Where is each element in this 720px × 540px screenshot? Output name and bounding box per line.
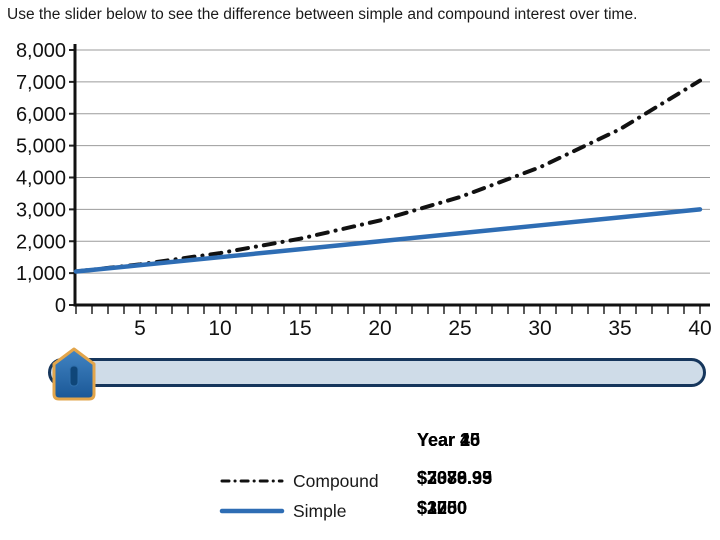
x-tick-label: 20	[368, 317, 391, 340]
interest-chart: 0 1,000 2,000 3,000 4,000 5,000 6,000 7,000 8,00…	[16, 40, 712, 340]
compound-line-icon	[220, 479, 284, 483]
x-tick-label: 30	[528, 317, 551, 340]
readout-value-layer: $1750	[417, 498, 468, 518]
page-title: Use the slider below to see the differen…	[7, 6, 638, 23]
y-tick-label: 4,000	[16, 168, 66, 190]
legend-item-simple: Simple	[219, 498, 347, 524]
compound-value-readout: $2078.93 $3386.35 $7039.99	[417, 468, 547, 494]
slider-thumb[interactable]	[51, 346, 97, 402]
readout-value-layer: Year 25	[417, 430, 481, 450]
legend-label-compound: Compound	[293, 470, 379, 491]
x-tick-label: 10	[208, 317, 231, 340]
x-tick-label: 5	[134, 317, 146, 340]
year-readout: Year 15 Year 25 Year 40	[417, 430, 547, 456]
x-tick-label: 40	[688, 317, 711, 340]
readout-value-layer: Year 40	[417, 430, 481, 450]
series-simple-line	[73, 207, 703, 274]
y-tick-label: 1,000	[16, 263, 66, 285]
simple-line-icon	[219, 508, 285, 514]
y-tick-label: 6,000	[16, 104, 66, 126]
readout-value-layer: $2078.93	[417, 468, 493, 488]
readout-value-layer: $3386.35	[417, 468, 493, 488]
readout-value-layer: $2250	[417, 498, 468, 518]
legend-label-simple: Simple	[293, 500, 347, 521]
x-tick-label: 25	[448, 317, 471, 340]
y-tick-label: 0	[55, 295, 66, 317]
y-tick-label: 7,000	[16, 72, 66, 94]
y-tick-label: 8,000	[16, 40, 66, 62]
y-tick-label: 3,000	[16, 199, 66, 221]
slider-thumb-grip-icon	[69, 365, 79, 387]
slider-track[interactable]	[48, 358, 706, 387]
x-tick-label: 35	[608, 317, 631, 340]
y-tick-label: 5,000	[16, 136, 66, 158]
readout-value-layer: Year 15	[417, 430, 481, 450]
readout-value-layer: $3000	[417, 498, 468, 518]
simple-value-readout: $1750 $2250 $3000	[417, 498, 547, 524]
x-tick-label: 15	[288, 317, 311, 340]
readout-value-layer: $7039.99	[417, 468, 493, 488]
legend-item-compound: Compound	[219, 468, 379, 494]
series-compound-line	[74, 78, 702, 274]
y-tick-label: 2,000	[16, 231, 66, 253]
